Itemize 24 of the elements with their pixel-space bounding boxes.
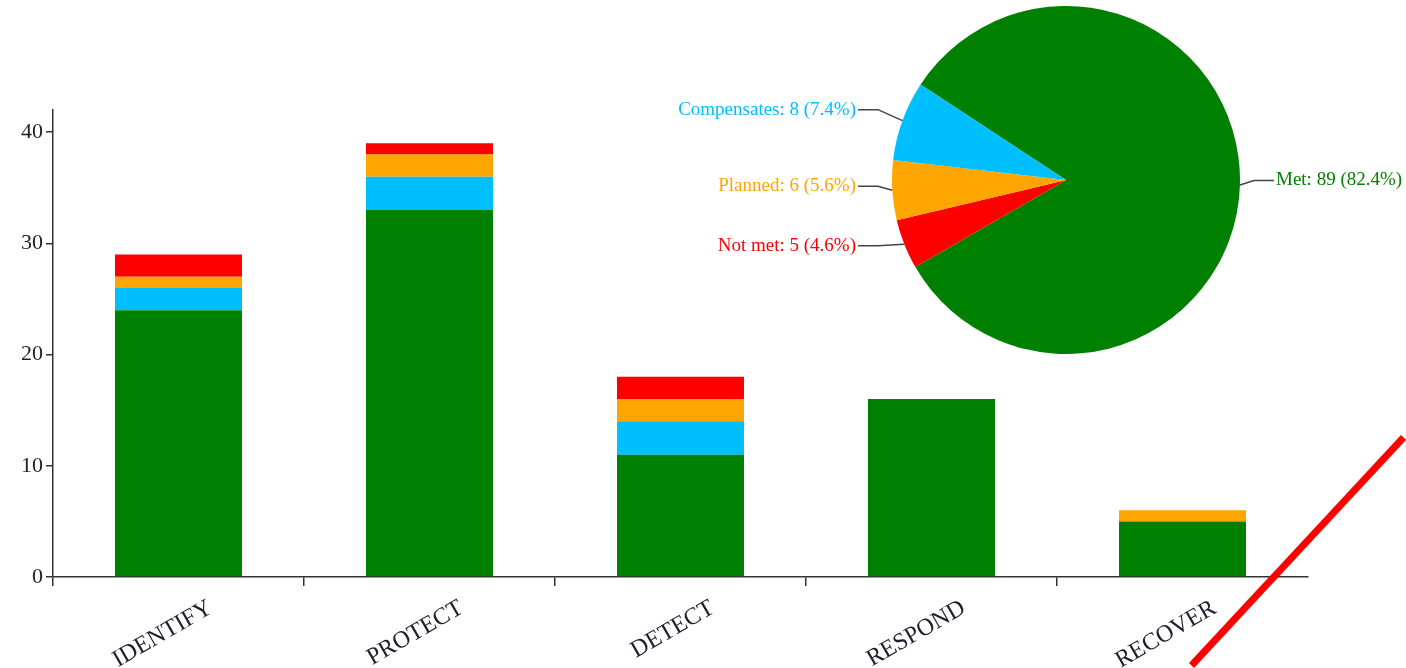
slice-label: Compensates: 8 (7.4%) (678, 97, 856, 120)
bar (1119, 510, 1246, 522)
slice-label: Not met: 5 (4.6%) (717, 233, 856, 256)
bar (617, 399, 744, 422)
bar (115, 310, 242, 577)
y-tick-label: 40 (21, 118, 43, 144)
bar (617, 376, 744, 400)
bar (868, 399, 995, 577)
bar (115, 254, 242, 277)
y-tick-label: 30 (21, 229, 43, 255)
bar (115, 287, 242, 311)
bar (366, 210, 493, 577)
bar (366, 176, 493, 211)
bar (115, 276, 242, 288)
y-tick-label: 0 (32, 562, 43, 588)
slice-label: Met: 89 (82.4%) (1276, 168, 1403, 191)
bar (1119, 521, 1246, 577)
bar (617, 454, 744, 577)
slice-label: Planned: 6 (5.6%) (718, 174, 856, 197)
bar (617, 421, 744, 455)
bar (366, 143, 493, 155)
y-tick-label: 20 (21, 340, 43, 366)
bar (366, 154, 493, 177)
y-tick-label: 10 (21, 451, 43, 477)
